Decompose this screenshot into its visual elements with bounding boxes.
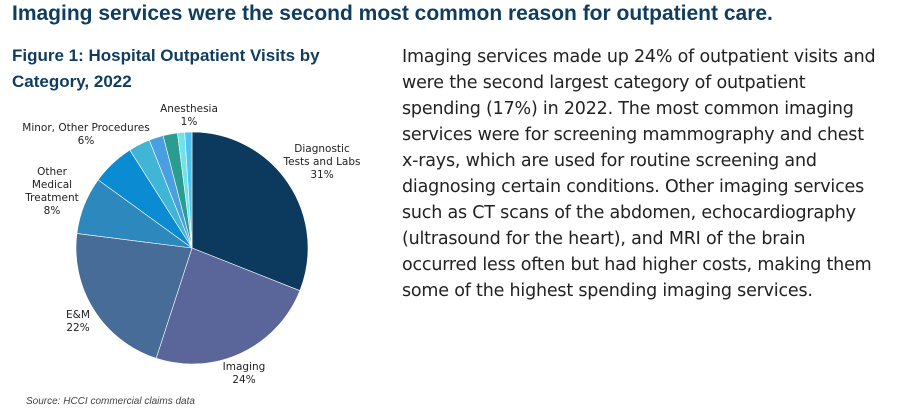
pie-slice-diagnostic-tests-and-labs [191,131,309,292]
body-text: Imaging services made up 24% of outpatie… [402,47,876,301]
slice-label-line: E&M [66,309,90,321]
slice-label: Anesthesia 1% [160,103,218,128]
slice-label-line: 6% [78,135,95,147]
pie-chart: Diagnostic Tests and Labs 31% Imaging 24% E&M… [22,103,361,386]
slice-label: Diagnostic Tests and Labs 31% [283,143,361,181]
slice-label-line: 24% [232,374,255,386]
slice-label-line: Imaging [223,361,266,373]
slice-label-line: Treatment [24,192,78,204]
slice-label-line: Medical [32,179,72,191]
slice-label: Imaging 24% [223,361,266,386]
slice-label-line: 8% [44,205,61,217]
slice-label-line: 22% [66,322,89,334]
slice-label: Minor, Other Procedures 6% [22,122,149,147]
pie-slice-imaging [155,247,301,365]
figure-title: Figure 1: Hospital Outpatient Visits by … [12,46,320,91]
slice-label-line: Diagnostic [294,143,350,155]
slice-label-line: Anesthesia [160,103,218,115]
slice-label: Other Medical Treatment 8% [24,166,78,217]
slice-label: E&M 22% [66,309,90,334]
slice-label-line: 31% [310,169,333,181]
slice-label-line: 1% [181,116,198,128]
pie-slice [184,131,193,249]
slice-label-line: Minor, Other Procedures [22,122,149,134]
slice-label-line: Tests and Labs [283,156,361,168]
source-note: Source: HCCI commercial claims data [26,396,195,407]
pie-slice-e-m [75,233,193,359]
slice-label-line: Other [37,166,67,178]
headline: Imaging services were the second most co… [12,2,773,25]
